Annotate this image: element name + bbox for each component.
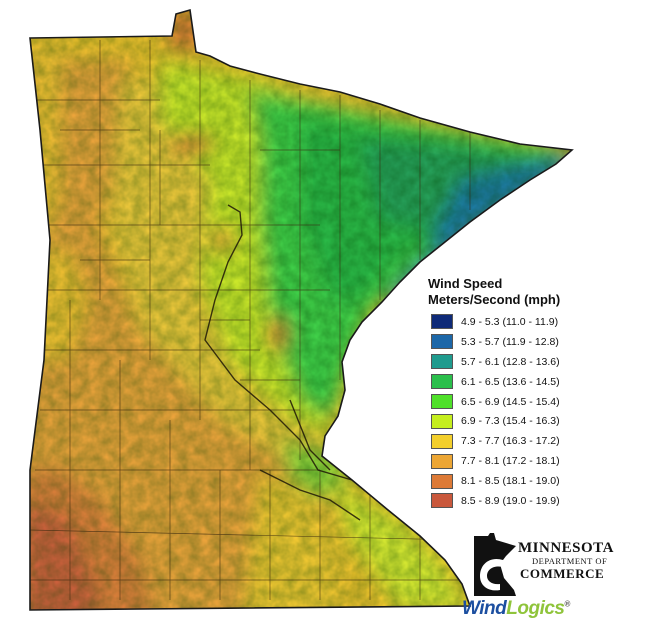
legend-row: 5.3 - 5.7 (11.9 - 12.8) — [428, 332, 628, 352]
legend-swatch — [431, 374, 453, 390]
legend-label: 8.5 - 8.9 (19.0 - 19.9) — [461, 494, 560, 507]
legend-row: 7.3 - 7.7 (16.3 - 17.2) — [428, 431, 628, 451]
legend-row: 6.9 - 7.3 (15.4 - 16.3) — [428, 411, 628, 431]
legend-swatch — [431, 473, 453, 489]
legend-label: 8.1 - 8.5 (18.1 - 19.0) — [461, 475, 560, 488]
legend-swatch — [431, 394, 453, 409]
windlogics-logo: WindLogics® — [462, 598, 570, 620]
legend-label: 5.3 - 5.7 (11.9 - 12.8) — [461, 335, 559, 348]
legend-row: 6.1 - 6.5 (13.6 - 14.5) — [428, 372, 628, 392]
legend-label: 5.7 - 6.1 (12.8 - 13.6) — [461, 355, 560, 368]
windlogics-part1: Wind — [462, 598, 507, 619]
legend-title: Wind Speed Meters/Second (mph) — [428, 276, 628, 308]
legend-row: 7.7 - 8.1 (17.2 - 18.1) — [428, 451, 628, 471]
logo-line1: MINNESOTA — [518, 540, 614, 556]
legend-label: 6.9 - 7.3 (15.4 - 16.3) — [461, 415, 560, 428]
county-boundaries — [30, 40, 471, 600]
legend-row: 8.1 - 8.5 (18.1 - 19.0) — [428, 471, 628, 491]
minnesota-commerce-logo: MINNESOTA DEPARTMENT OF COMMERCE — [470, 532, 620, 600]
legend-label: 4.9 - 5.3 (11.0 - 11.9) — [461, 315, 559, 328]
logo-line3: COMMERCE — [520, 566, 605, 581]
legend-label: 7.3 - 7.7 (16.3 - 17.2) — [461, 435, 560, 448]
legend-row: 5.7 - 6.1 (12.8 - 13.6) — [428, 352, 628, 372]
legend-swatch — [431, 314, 453, 330]
legend-swatch — [431, 493, 453, 509]
legend: Wind Speed Meters/Second (mph) 4.9 - 5.3… — [428, 276, 628, 511]
legend-label: 7.7 - 8.1 (17.2 - 18.1) — [461, 455, 560, 468]
windlogics-part2: Logics — [506, 598, 565, 619]
legend-swatch — [431, 334, 453, 350]
legend-rows: 4.9 - 5.3 (11.0 - 11.9) 5.3 - 5.7 (11.9 -… — [428, 312, 628, 511]
minnesota-state-icon — [474, 533, 516, 596]
legend-row: 8.5 - 8.9 (19.0 - 19.9) — [428, 491, 628, 511]
legend-label: 6.1 - 6.5 (13.6 - 14.5) — [461, 375, 560, 388]
legend-title-line2: Meters/Second (mph) — [428, 292, 561, 307]
legend-swatch — [431, 413, 453, 429]
legend-row: 4.9 - 5.3 (11.0 - 11.9) — [428, 312, 628, 332]
legend-swatch — [431, 354, 453, 370]
legend-swatch — [431, 433, 453, 449]
windlogics-mark: ® — [564, 599, 571, 609]
legend-swatch — [431, 453, 453, 469]
legend-label: 6.5 - 6.9 (14.5 - 15.4) — [461, 395, 560, 408]
legend-row: 6.5 - 6.9 (14.5 - 15.4) — [428, 392, 628, 412]
logo-line2: DEPARTMENT OF — [532, 556, 608, 566]
legend-title-line1: Wind Speed — [428, 276, 503, 291]
minnesota-commerce-wordmark: MINNESOTA DEPARTMENT OF COMMERCE — [518, 540, 614, 582]
